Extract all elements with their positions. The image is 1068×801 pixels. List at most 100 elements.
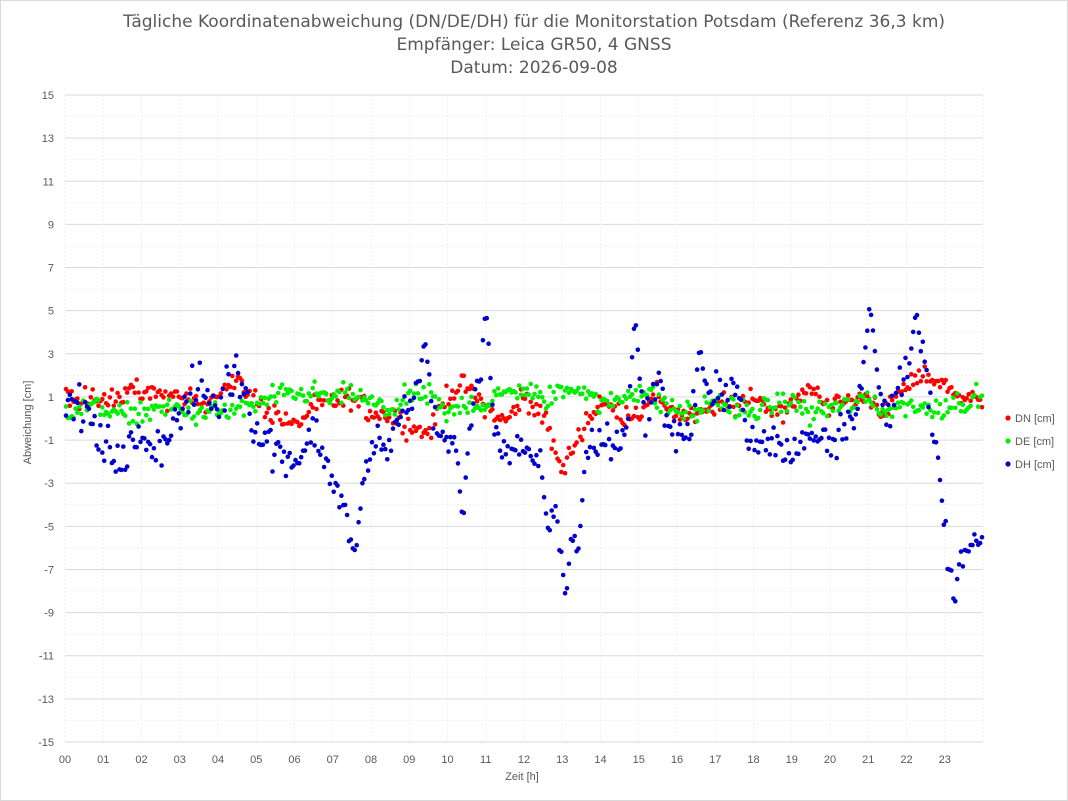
data-point bbox=[356, 394, 361, 400]
data-point bbox=[339, 493, 344, 499]
data-point bbox=[302, 448, 308, 453]
x-tick-label: 23 bbox=[939, 754, 951, 766]
data-point bbox=[622, 432, 627, 438]
data-point bbox=[446, 449, 451, 454]
data-point bbox=[130, 437, 136, 443]
data-point bbox=[144, 412, 149, 418]
data-point bbox=[126, 386, 132, 391]
data-point bbox=[386, 437, 392, 443]
data-point bbox=[147, 396, 153, 401]
data-point bbox=[103, 439, 109, 444]
x-tick-label: 15 bbox=[633, 754, 645, 766]
data-point bbox=[679, 411, 685, 416]
data-point bbox=[719, 392, 725, 397]
data-point bbox=[975, 404, 981, 410]
data-point bbox=[815, 385, 820, 391]
legend-marker bbox=[1005, 461, 1011, 467]
data-point bbox=[226, 415, 231, 421]
data-point bbox=[203, 415, 208, 421]
data-point bbox=[608, 390, 614, 396]
data-point bbox=[633, 323, 639, 328]
data-point bbox=[119, 467, 124, 473]
data-point bbox=[744, 402, 750, 408]
data-point bbox=[935, 378, 941, 384]
data-point bbox=[457, 410, 463, 416]
data-point bbox=[188, 386, 193, 391]
data-point bbox=[230, 373, 235, 379]
y-tick-label: 13 bbox=[42, 133, 54, 145]
data-point bbox=[432, 422, 438, 427]
data-point bbox=[794, 408, 799, 414]
data-point bbox=[438, 433, 444, 439]
data-point bbox=[822, 401, 828, 407]
data-point bbox=[769, 410, 774, 416]
data-point bbox=[580, 391, 585, 397]
data-point bbox=[897, 404, 903, 410]
data-point bbox=[671, 418, 677, 424]
data-point bbox=[258, 395, 264, 400]
data-point bbox=[853, 412, 859, 417]
data-point bbox=[704, 381, 709, 387]
data-point bbox=[337, 389, 342, 395]
data-point bbox=[836, 427, 841, 433]
data-point bbox=[681, 416, 686, 422]
data-point bbox=[117, 403, 122, 408]
data-point bbox=[606, 403, 612, 408]
data-point bbox=[731, 404, 736, 410]
data-point bbox=[228, 407, 233, 413]
data-point bbox=[138, 400, 143, 405]
data-point bbox=[874, 367, 880, 372]
data-point bbox=[90, 387, 95, 392]
data-point bbox=[979, 404, 985, 410]
data-point bbox=[383, 446, 388, 452]
data-point bbox=[163, 437, 168, 442]
data-point bbox=[220, 386, 226, 392]
data-point bbox=[170, 394, 176, 400]
data-point bbox=[633, 405, 639, 411]
data-point bbox=[553, 503, 558, 509]
data-point bbox=[765, 436, 771, 442]
data-point bbox=[390, 407, 396, 412]
data-point bbox=[930, 414, 935, 420]
data-point bbox=[140, 396, 145, 402]
data-point bbox=[545, 403, 551, 409]
data-point bbox=[224, 387, 229, 392]
data-point bbox=[610, 408, 616, 413]
data-point bbox=[260, 442, 266, 448]
data-point bbox=[979, 535, 985, 540]
data-point bbox=[111, 403, 117, 409]
data-point bbox=[922, 359, 927, 365]
data-point bbox=[566, 390, 572, 396]
data-point bbox=[757, 407, 763, 413]
data-point bbox=[941, 413, 947, 418]
data-point bbox=[297, 461, 302, 466]
data-point bbox=[775, 412, 780, 417]
data-point bbox=[645, 402, 650, 408]
data-point bbox=[157, 388, 162, 393]
data-point bbox=[367, 457, 373, 462]
data-point bbox=[339, 400, 344, 406]
data-point bbox=[342, 390, 348, 396]
data-point bbox=[685, 421, 690, 427]
data-point bbox=[759, 439, 765, 445]
data-point bbox=[86, 406, 92, 412]
data-point bbox=[777, 400, 782, 406]
data-point bbox=[230, 402, 235, 408]
data-point bbox=[920, 405, 926, 410]
data-point bbox=[488, 375, 493, 381]
data-point bbox=[824, 413, 830, 419]
data-point bbox=[419, 434, 425, 440]
data-point bbox=[778, 442, 784, 447]
data-point bbox=[289, 421, 294, 427]
data-point bbox=[742, 417, 748, 423]
y-axis-label: Abweichung [cm] bbox=[22, 381, 34, 465]
data-point bbox=[694, 419, 700, 424]
data-point bbox=[411, 391, 417, 396]
data-point bbox=[430, 426, 436, 431]
x-tick-label: 06 bbox=[288, 754, 300, 766]
data-point bbox=[786, 451, 792, 456]
data-point bbox=[369, 439, 375, 445]
y-tick-label: -9 bbox=[44, 608, 54, 620]
data-point bbox=[310, 385, 316, 391]
data-point bbox=[241, 391, 247, 397]
